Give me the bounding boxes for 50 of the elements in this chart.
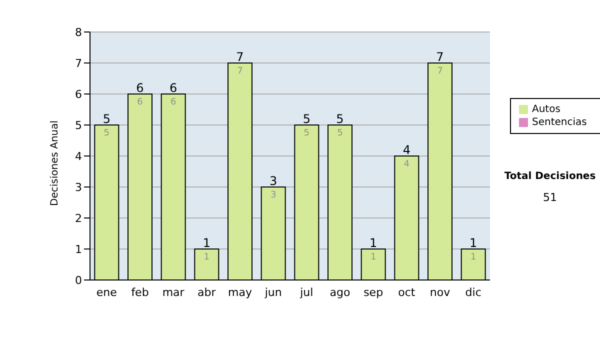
x-tick-label: abr (198, 286, 216, 299)
total-label: 4 (402, 143, 410, 157)
x-tick-label: jul (299, 286, 314, 299)
x-tick-label: feb (131, 286, 149, 299)
data-label: 1 (370, 252, 376, 262)
text: 51 (542, 191, 558, 204)
y-tick-label: 7 (75, 56, 82, 70)
y-tick-label: 8 (75, 26, 82, 39)
x-tick-label: oct (398, 286, 416, 299)
total-label: 5 (336, 112, 344, 126)
x-tick-label: jun (264, 286, 282, 299)
data-label: 5 (337, 128, 343, 138)
total-label: 1 (470, 236, 478, 250)
data-label: 5 (304, 128, 310, 138)
total-label: 5 (102, 112, 110, 126)
data-label: 7 (237, 66, 243, 76)
y-tick-label: 0 (75, 274, 82, 287)
x-tick-label: nov (430, 286, 451, 299)
total-label: 1 (370, 236, 378, 250)
x-tick-label: dic (465, 286, 482, 299)
data-label: 6 (137, 97, 144, 108)
total-label: 5 (302, 112, 310, 126)
x-tick-label: sep (364, 286, 384, 299)
total-label: 6 (136, 81, 144, 95)
data-label: 4 (404, 159, 410, 170)
y-tick-label: 4 (75, 150, 82, 163)
legend-label: Autos (532, 104, 560, 115)
data-label: 1 (204, 252, 210, 262)
total-label: 1 (202, 236, 210, 250)
total-label: 6 (170, 81, 178, 95)
x-tick-label: mar (162, 286, 185, 299)
data-label: 1 (470, 252, 476, 262)
total-label: 3 (270, 174, 278, 188)
data-label: 7 (437, 66, 443, 76)
x-tick-label: may (228, 286, 252, 299)
total-label: 7 (436, 50, 444, 64)
data-label: 5 (104, 128, 110, 138)
x-tick-label: ene (96, 286, 118, 299)
y-tick-label: 1 (75, 242, 82, 256)
text: Total Decisiones (503, 171, 597, 182)
legend-label: Sentencias (532, 117, 587, 128)
data-label: 6 (170, 97, 176, 108)
total-label: 7 (236, 50, 244, 64)
y-tick-label: 3 (75, 180, 82, 194)
y-tick-label: 6 (75, 88, 82, 101)
y-axis-title: Decisiones Anual (50, 120, 61, 206)
x-tick-label: ago (330, 286, 350, 299)
y-tick-label: 5 (75, 118, 82, 132)
y-tick-label: 2 (75, 212, 82, 225)
data-label: 3 (270, 190, 276, 200)
